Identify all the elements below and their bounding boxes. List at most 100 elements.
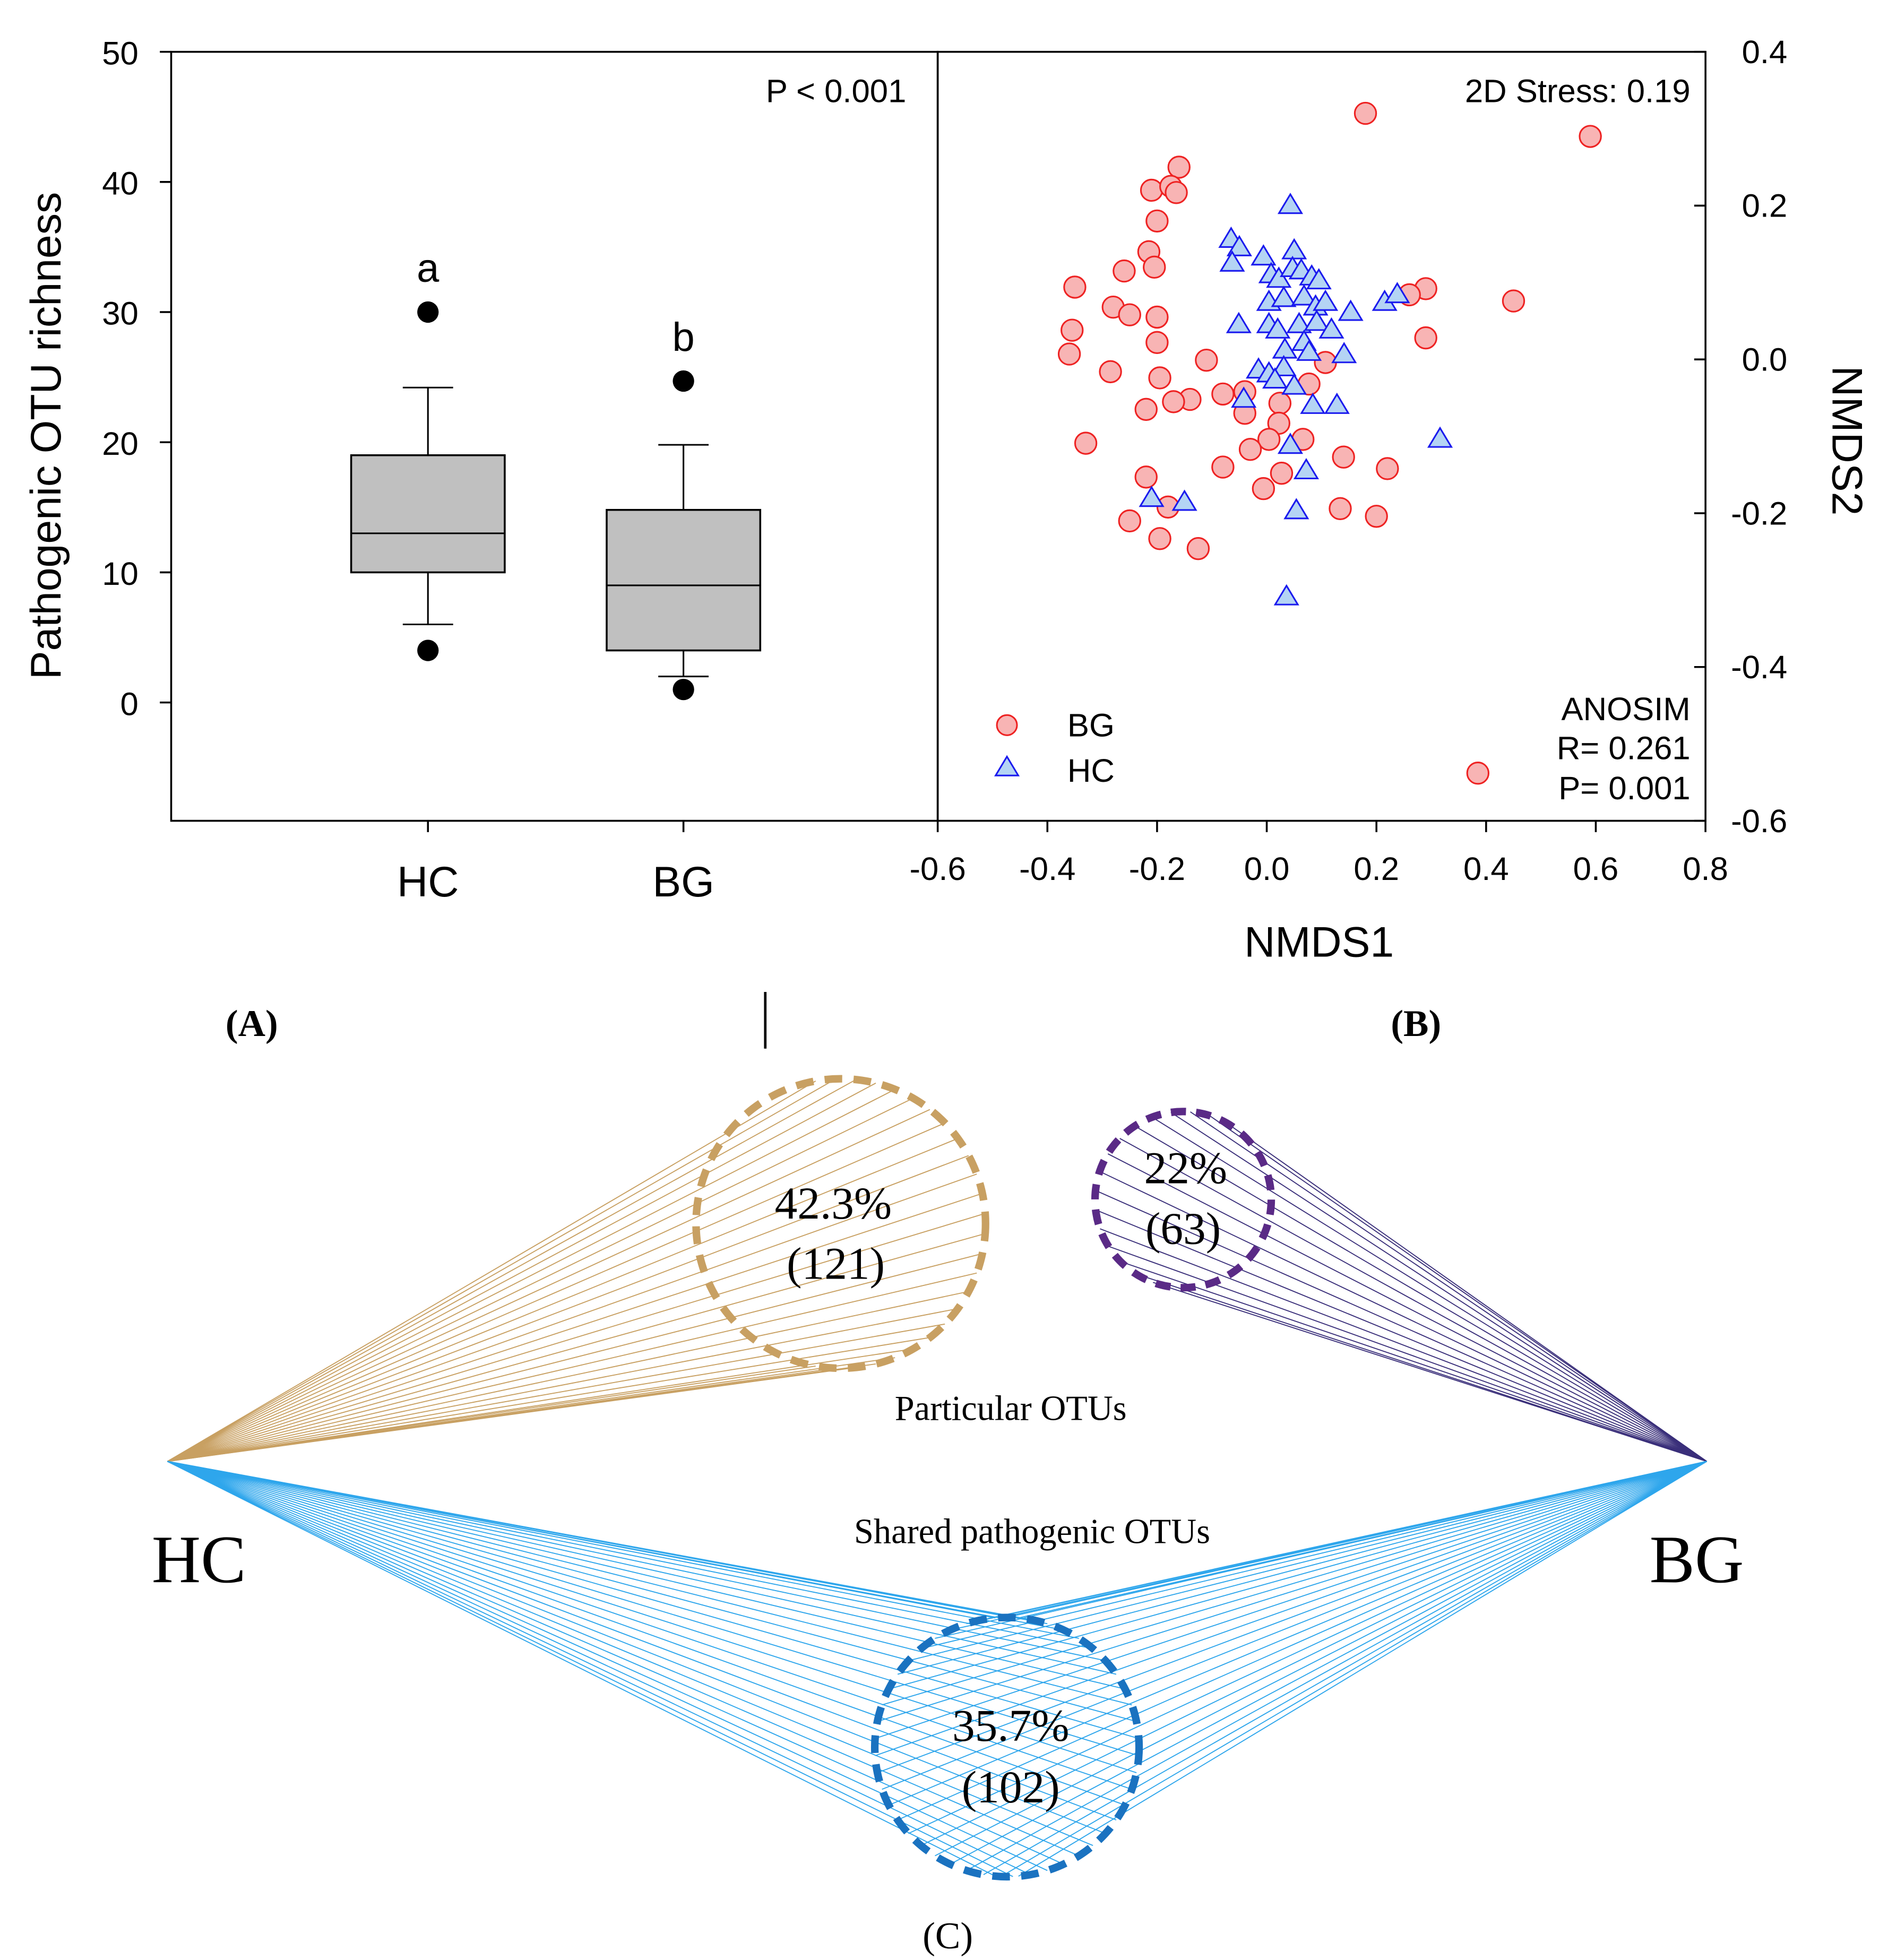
point-bg <box>1252 477 1275 500</box>
hc-particular-line <box>167 1089 895 1462</box>
y-tick-label: -0.2 <box>1731 495 1787 532</box>
bg-shared-line <box>966 1461 1707 1871</box>
point-hc <box>1281 373 1307 395</box>
point-bg <box>1148 366 1171 390</box>
bg-particular-line <box>1108 1246 1707 1462</box>
point-bg <box>1376 457 1399 480</box>
x-tick-label: 0.0 <box>1244 851 1290 887</box>
bg-particular-line <box>1170 1112 1708 1462</box>
x-tick-label: -0.4 <box>1019 851 1075 887</box>
bg-particular-percent: 22% <box>1144 1143 1227 1193</box>
bg-shared-line <box>950 1461 1707 1865</box>
hc-shared-line <box>167 1461 1137 1722</box>
point-hc <box>1300 392 1326 414</box>
hc-particular-line <box>167 1082 876 1462</box>
particular-otus-label: Particular OTUs <box>895 1389 1127 1428</box>
point-bg <box>1195 348 1218 372</box>
point-bg <box>1329 497 1352 520</box>
scatter-marks: -0.6 -0.4 -0.2 0.0 0.2 0.4 0.6 0.8 0.4 0.2 0.0 -0.2… <box>910 34 1788 887</box>
hc-shared-line <box>167 1461 1093 1846</box>
hc-particular-line <box>167 1367 836 1462</box>
panel-c-label: (C) <box>923 1915 973 1957</box>
point-bg <box>1238 438 1262 461</box>
bg-shared-line <box>983 1461 1707 1876</box>
x-tick-label: BG <box>652 858 714 906</box>
point-bg <box>1140 178 1163 202</box>
hc-shared-line <box>167 1461 1080 1857</box>
y-tick-label: 30 <box>102 296 139 332</box>
point-hc <box>1306 268 1332 290</box>
hc-particular-line <box>167 1213 986 1462</box>
hc-particular-line <box>167 1138 959 1462</box>
shared-circle <box>870 1613 1143 1881</box>
point-bg <box>1145 305 1169 329</box>
bg-shared-line <box>1001 1461 1708 1877</box>
anosim-title: ANOSIM <box>1562 691 1691 728</box>
point-hc <box>1226 312 1252 333</box>
bg-shared-line <box>875 1461 1707 1739</box>
point-hc <box>1272 337 1298 359</box>
point-bg <box>1118 509 1141 533</box>
hc-shared-line <box>167 1461 1013 1877</box>
point-bg <box>1162 390 1185 413</box>
x-tick-label: -0.6 <box>910 851 966 887</box>
boxplot-frame <box>170 50 939 822</box>
y-tick-label: 40 <box>102 166 139 202</box>
hc-particular-line <box>167 1173 977 1462</box>
hc-particular-line <box>167 1272 977 1462</box>
point-bg <box>1365 505 1388 528</box>
hc-shared-line <box>167 1461 1048 1871</box>
point-bg <box>1165 181 1188 204</box>
y-tick-label: 0.4 <box>1742 34 1788 71</box>
point-bg <box>1061 318 1084 342</box>
hc-particular-line <box>167 1308 958 1462</box>
hc-particular-line <box>167 1098 913 1462</box>
hc-particular-line <box>167 1365 816 1462</box>
bg-particular-line <box>1209 1115 1708 1462</box>
bg-shared-line <box>935 1461 1707 1639</box>
outlier-point <box>673 678 694 701</box>
otu-diagram-panel: 42.3% (121) 22% (63) 35.7% (102) Particu… <box>152 1075 1744 1957</box>
point-bg <box>1074 431 1098 455</box>
legend-hc-marker <box>994 755 1020 776</box>
point-hc <box>1324 392 1350 414</box>
hc-particular-line <box>167 1155 969 1462</box>
nmds-x-label: NMDS1 <box>1244 919 1394 966</box>
hc-particular-line <box>167 1123 945 1462</box>
point-hc <box>1273 584 1299 606</box>
bg-shared-line <box>875 1461 1707 1756</box>
bg-shared-line <box>950 1461 1707 1631</box>
hc-shared-line <box>167 1461 1126 1806</box>
panel-a-label: (A) <box>226 1003 278 1044</box>
point-hc <box>1427 426 1453 448</box>
bg-shared-line <box>889 1461 1707 1690</box>
legend-bg-label: BG <box>1067 707 1115 744</box>
significance-letter: a <box>417 246 439 291</box>
legend: BG HC <box>994 707 1115 789</box>
point-bg <box>1134 398 1158 421</box>
point-bg <box>1186 537 1210 560</box>
outlier-point <box>673 370 694 392</box>
hc-shared-line <box>167 1461 1093 1650</box>
point-bg <box>1257 428 1281 451</box>
hc-shared-line <box>167 1461 1117 1821</box>
bg-particular-count: (63) <box>1145 1204 1221 1254</box>
bg-particular-line <box>1095 1190 1707 1462</box>
point-hc <box>1318 317 1344 339</box>
point-hc <box>1293 457 1320 480</box>
bg-shared-line <box>877 1461 1707 1773</box>
point-hc <box>1281 238 1307 260</box>
hc-shared-line <box>167 1461 1139 1756</box>
box-hc <box>350 454 506 574</box>
point-hc <box>1313 289 1339 311</box>
point-hc <box>1283 498 1309 520</box>
point-bg <box>1332 445 1355 469</box>
shared-otus-label: Shared pathogenic OTUs <box>854 1513 1210 1551</box>
bg-shared-line <box>889 1461 1707 1806</box>
connection-lines <box>167 1078 1708 1877</box>
point-bg <box>1211 455 1235 479</box>
boxplot-y-label: Pathogenic OTU richness <box>22 192 70 679</box>
hc-shared-line <box>167 1461 1106 1661</box>
anosim-r: R= 0.261 <box>1557 730 1691 766</box>
point-hc <box>1296 339 1322 361</box>
